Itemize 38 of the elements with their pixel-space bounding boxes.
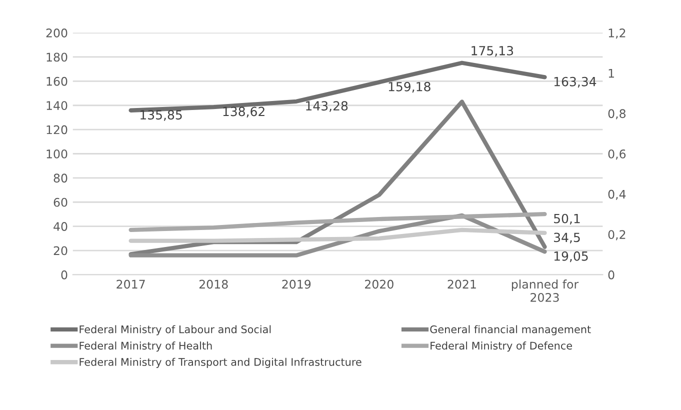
x-tick-label: planned for 2023 <box>512 280 579 302</box>
y-tick-label: 200 <box>46 28 68 38</box>
data-label: 143,28 <box>306 101 348 112</box>
y-tick-label: 80 <box>54 174 68 183</box>
data-label: 19,05 <box>554 251 588 262</box>
legend-label: General financial management <box>430 325 591 336</box>
data-label: 175,13 <box>472 46 514 57</box>
x-tick-label: 2021 <box>448 280 476 289</box>
x-tick-label: 2020 <box>365 280 394 289</box>
y-tick-label: 60 <box>54 198 68 207</box>
x-tick-label: 2018 <box>199 280 228 289</box>
legend-label: Federal Ministry of Defence <box>430 342 572 352</box>
y-tick-label: 120 <box>46 125 68 134</box>
y2-tick-label: 0,6 <box>608 149 626 160</box>
y2-tick-label: 0 <box>608 270 614 280</box>
y-tick-label: 180 <box>46 52 68 62</box>
data-label: 163,34 <box>554 76 596 88</box>
y2-tick-label: 1 <box>608 68 614 78</box>
data-label: 135,85 <box>140 110 182 121</box>
y-tick-label: 40 <box>54 222 68 231</box>
x-tick-label: 2017 <box>116 280 145 289</box>
y-tick-label: 140 <box>46 101 68 110</box>
y-tick-label: 160 <box>46 76 68 86</box>
data-label: 138,62 <box>223 106 264 118</box>
data-label: 50,1 <box>554 214 580 225</box>
y2-tick-label: 0,4 <box>608 190 626 200</box>
x-tick-label: 2019 <box>282 280 311 289</box>
legend-label: Federal Ministry of Health <box>80 342 212 352</box>
data-label: 159,18 <box>388 82 430 93</box>
legend-label: Federal Ministry of Transport and Digital Infrastructure <box>80 358 362 368</box>
y-tick-label: 20 <box>54 246 68 256</box>
y2-tick-label: 0,8 <box>608 109 626 120</box>
y-tick-label: 100 <box>46 149 68 158</box>
y2-tick-label: 0,2 <box>608 230 626 240</box>
y-tick-label: 0 <box>61 270 68 280</box>
legend-label: Federal Ministry of Labour and Social <box>80 325 271 336</box>
data-label: 34,5 <box>554 232 580 244</box>
y2-tick-label: 1,2 <box>608 28 626 39</box>
